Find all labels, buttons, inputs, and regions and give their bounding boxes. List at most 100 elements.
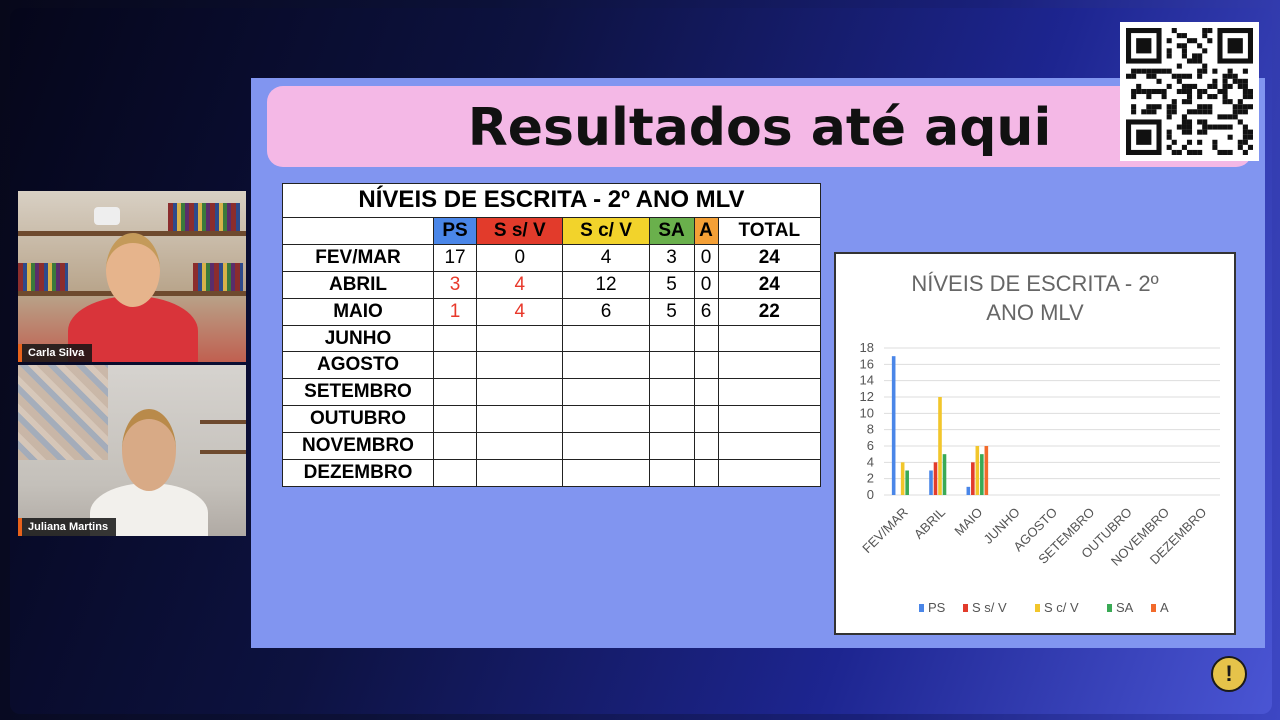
total-cell (717, 405, 822, 434)
column-header-total: TOTAL (717, 216, 822, 245)
table-row: OUTUBRO (282, 405, 822, 434)
table-row: FEV/MAR 17 0 4 3 0 24 (282, 243, 822, 272)
table-row: NOVEMBRO (282, 432, 822, 461)
table-cell (432, 405, 478, 434)
table-cell: 0 (476, 243, 564, 272)
table-cell (476, 459, 564, 487)
chart-svg: NÍVEIS DE ESCRITA - 2º ANO MLV 02 468 101214… (859, 271, 1220, 615)
person-head (106, 233, 160, 307)
wall-shelf (200, 420, 246, 424)
qr-code-pattern (1126, 28, 1253, 155)
table-cell (476, 432, 564, 461)
row-month-label: MAIO (282, 297, 434, 326)
y-tick-label: 12 (860, 389, 874, 404)
table-cell (648, 432, 695, 461)
bar (929, 470, 933, 495)
table-title: NÍVEIS DE ESCRITA - 2º ANO MLV (282, 183, 821, 218)
y-tick-label: 10 (860, 405, 874, 420)
legend-swatch (1151, 604, 1156, 612)
table-cell (648, 378, 695, 407)
table-cell: 3 (432, 270, 478, 299)
books-decoration (193, 263, 243, 291)
table-cell: 4 (476, 297, 564, 326)
table-cell (562, 459, 650, 487)
table-cell (476, 378, 564, 407)
table-cell (432, 459, 478, 487)
participant-video-2[interactable]: Juliana Martins (18, 365, 246, 536)
legend-swatch (1107, 604, 1112, 612)
bar (966, 486, 971, 495)
wall-shelf (200, 450, 246, 454)
column-header-sa: SA (648, 216, 695, 245)
qr-code-icon[interactable] (1120, 22, 1259, 161)
bar (891, 356, 896, 495)
bar (905, 470, 909, 495)
table-cell (693, 459, 719, 487)
total-cell: 24 (717, 270, 822, 299)
x-tick-label: FEV/MAR (859, 505, 910, 556)
table-cell (562, 405, 650, 434)
total-cell: 22 (717, 297, 822, 326)
table-cell: 17 (432, 243, 478, 272)
bar-chart: NÍVEIS DE ESCRITA - 2º ANO MLV 0 2 4 6 8 10 12 14… (834, 252, 1236, 635)
table-row: JUNHO (282, 324, 822, 353)
y-tick-label: 14 (860, 373, 874, 388)
total-cell (717, 351, 822, 380)
exclamation-icon[interactable]: ! (1211, 656, 1247, 692)
table-title-row: NÍVEIS DE ESCRITA - 2º ANO MLV (282, 183, 821, 218)
table-cell (562, 324, 650, 353)
y-tick-label: 16 (860, 356, 874, 371)
total-cell (717, 459, 822, 487)
table-cell (648, 405, 695, 434)
table-cell: 0 (693, 270, 719, 299)
legend-swatch (963, 604, 968, 612)
bar (975, 446, 980, 495)
bar (933, 462, 938, 495)
y-tick-label: 0 (867, 487, 874, 502)
table-cell: 6 (562, 297, 650, 326)
table-cell (562, 351, 650, 380)
person-head (122, 409, 176, 491)
table-row: SETEMBRO (282, 378, 822, 407)
row-month-label: OUTUBRO (282, 405, 434, 434)
total-cell (717, 324, 822, 353)
table-cell (648, 324, 695, 353)
total-cell (717, 378, 822, 407)
table-cell (693, 405, 719, 434)
legend-swatch (1035, 604, 1040, 612)
y-tick-label: 4 (867, 454, 874, 469)
participant-video-1[interactable]: Carla Silva (18, 191, 246, 362)
table-cell (432, 432, 478, 461)
column-header-scv: S c/ V (562, 216, 650, 245)
table-row: AGOSTO (282, 351, 822, 380)
youtube-icon (94, 207, 120, 225)
x-tick-label: ABRIL (911, 505, 948, 542)
table-cell: 1 (432, 297, 478, 326)
table-cell: 3 (648, 243, 695, 272)
chart-title: ANO MLV (986, 300, 1084, 325)
slide-title: Resultados até aqui (467, 98, 1052, 158)
table-cell (648, 459, 695, 487)
legend-entry: S c/ V (1044, 600, 1079, 615)
bar (984, 446, 989, 495)
table-cell (432, 324, 478, 353)
legend-swatch (919, 604, 924, 612)
bar (971, 462, 975, 495)
column-header-ssv: S s/ V (476, 216, 564, 245)
table-cell (562, 378, 650, 407)
table-cell: 6 (693, 297, 719, 326)
table-corner-cell (282, 216, 434, 245)
row-month-label: DEZEMBRO (282, 459, 434, 487)
chart-title: NÍVEIS DE ESCRITA - 2º (911, 271, 1158, 296)
table-cell (693, 324, 719, 353)
title-banner (267, 86, 1252, 167)
table-cell (693, 378, 719, 407)
table-cell (432, 378, 478, 407)
bar (900, 462, 905, 495)
table-cell (476, 351, 564, 380)
row-month-label: AGOSTO (282, 351, 434, 380)
legend-entry: PS (928, 600, 946, 615)
bar (938, 397, 942, 495)
